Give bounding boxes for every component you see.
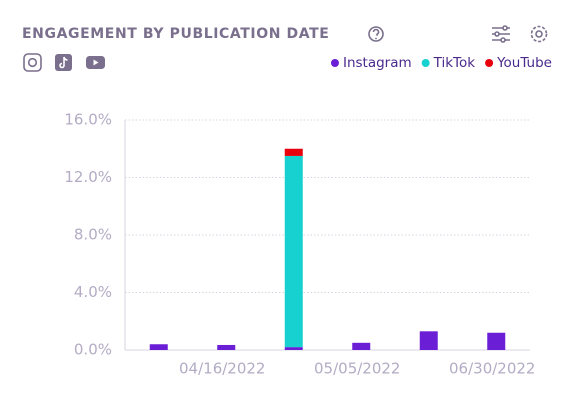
bar-segment [149,344,168,350]
legend-label: TikTok [433,55,476,71]
help-icon[interactable] [368,26,384,42]
bar-segment [352,342,371,350]
bar-segment [284,155,303,348]
legend-label: Instagram [343,55,412,71]
y-tick-label: 8.0% [74,226,112,244]
legend-marker [330,59,339,67]
legend-marker [421,59,430,67]
legend-marker [485,59,494,67]
x-tick-label: 06/30/2022 [449,360,535,378]
x-tick-label: 05/05/2022 [314,360,400,378]
bar-segment [217,344,236,350]
y-tick-label: 0.0% [74,341,112,359]
bar-segment [419,331,438,350]
y-tick-label: 12.0% [64,168,112,186]
youtube-icon[interactable] [86,56,105,69]
filter-icon[interactable] [492,25,510,43]
instagram-icon[interactable] [23,53,42,72]
bar-segment [487,332,506,350]
settings-icon[interactable] [530,25,548,43]
tiktok-icon[interactable] [55,54,72,71]
y-tick-label: 16.0% [64,111,112,129]
y-tick-label: 4.0% [74,283,112,301]
chart-title: ENGAGEMENT BY PUBLICATION DATE [22,26,329,42]
x-tick-label: 04/16/2022 [179,360,265,378]
bar-segment [284,347,303,350]
bar-segment [284,148,303,156]
legend-label: YouTube [496,55,552,71]
